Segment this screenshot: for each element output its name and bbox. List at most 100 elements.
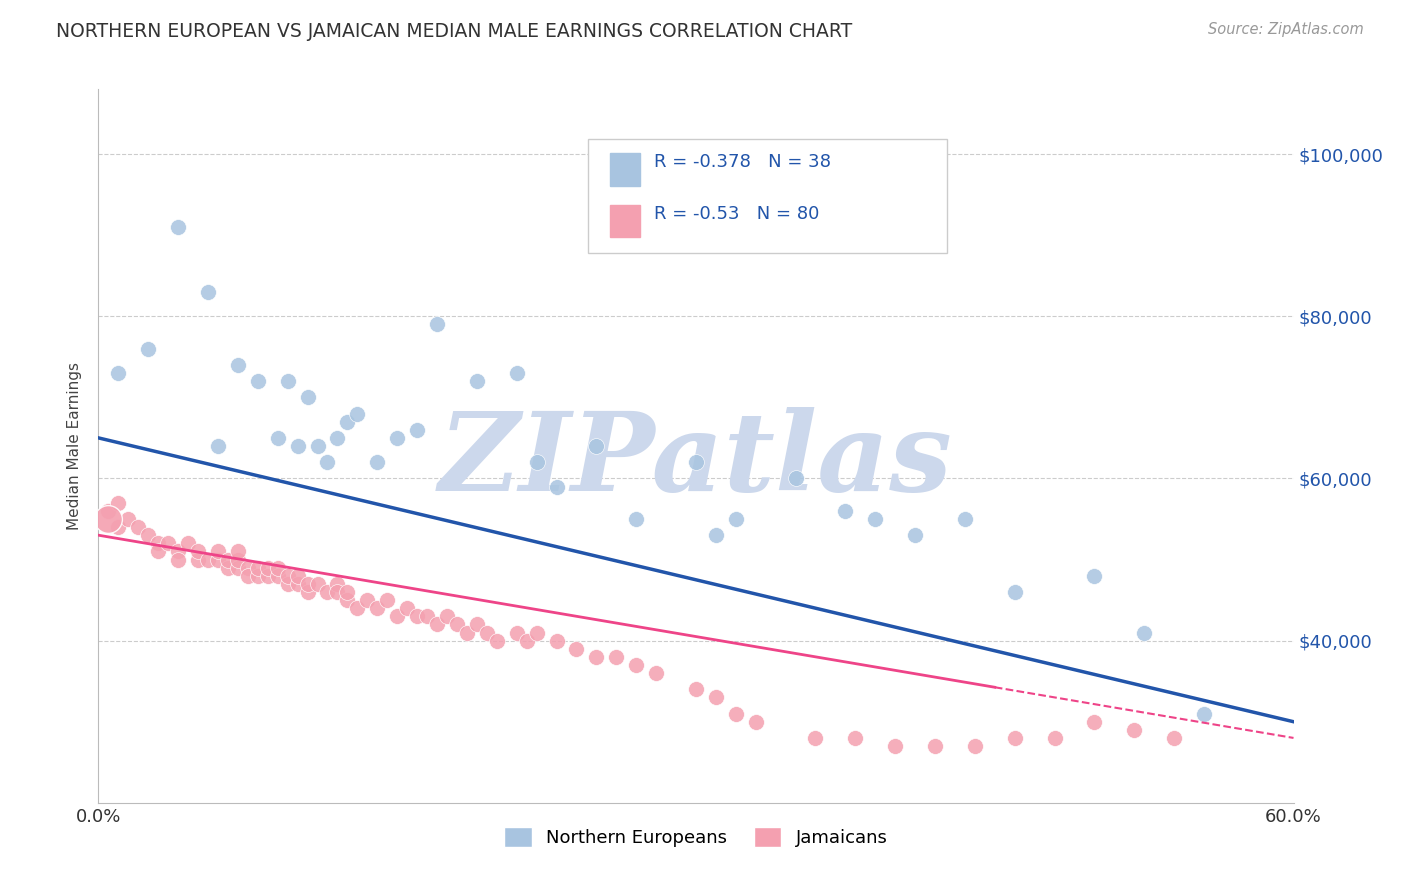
Point [167,544,190,558]
Legend: Northern Europeans, Jamaicans: Northern Europeans, Jamaicans [498,820,894,855]
Point [336,415,359,429]
Point [187,552,209,566]
Point [1133,625,1156,640]
Point [485,633,508,648]
Text: R = -0.378   N = 38: R = -0.378 N = 38 [654,153,831,171]
Point [107,520,129,534]
Text: NORTHERN EUROPEAN VS JAMAICAN MEDIAN MALE EARNINGS CORRELATION CHART: NORTHERN EUROPEAN VS JAMAICAN MEDIAN MAL… [56,22,852,41]
Point [546,479,568,493]
FancyBboxPatch shape [589,139,948,253]
Point [834,504,856,518]
Point [724,706,747,721]
Point [287,439,309,453]
Point [1004,585,1026,599]
Point [426,617,449,632]
Point [465,374,488,388]
Point [346,407,368,421]
Point [406,609,429,624]
Point [277,374,299,388]
Point [724,512,747,526]
Point [226,358,249,372]
Point [1123,723,1146,737]
Point [207,544,229,558]
Point [217,560,239,574]
Point [704,690,727,705]
Point [884,739,907,753]
Text: Source: ZipAtlas.com: Source: ZipAtlas.com [1208,22,1364,37]
Point [963,739,986,753]
Point [953,512,976,526]
Point [456,625,478,640]
Point [236,568,259,582]
Point [207,552,229,566]
Point [436,609,458,624]
Point [396,601,419,615]
Point [526,455,548,469]
Point [97,512,120,526]
Point [326,585,349,599]
Point [226,544,249,558]
Point [366,601,388,615]
Point [277,577,299,591]
Point [148,544,170,558]
Point [107,496,129,510]
Point [1083,714,1105,729]
Point [685,455,707,469]
Bar [610,153,640,186]
Point [336,593,359,607]
Point [336,585,359,599]
Point [1043,731,1066,745]
Point [287,577,309,591]
Point [745,714,768,729]
Point [127,520,149,534]
Point [148,536,170,550]
Point [187,544,209,558]
Point [1083,568,1105,582]
Point [117,512,139,526]
Point [526,625,548,640]
Point [136,528,159,542]
Point [246,568,269,582]
Point [236,560,259,574]
Point [267,568,290,582]
Bar [610,205,640,237]
Point [226,560,249,574]
Point [626,657,648,672]
Point [465,617,488,632]
Text: R = -0.53   N = 80: R = -0.53 N = 80 [654,205,820,223]
Point [157,536,180,550]
Y-axis label: Median Male Earnings: Median Male Earnings [67,362,83,530]
Point [1163,731,1185,745]
Point [385,609,409,624]
Point [226,552,249,566]
Point [1004,731,1026,745]
Point [565,641,588,656]
Point [375,593,398,607]
Point [516,633,538,648]
Point [924,739,946,753]
Point [256,560,278,574]
Point [267,431,290,445]
Point [307,577,329,591]
Point [904,528,927,542]
Point [785,471,807,485]
Point [346,601,368,615]
Point [207,439,229,453]
Point [804,731,827,745]
Point [297,585,319,599]
Point [177,536,200,550]
Point [704,528,727,542]
Point [316,455,339,469]
Point [197,552,219,566]
Point [406,423,429,437]
Point [287,568,309,582]
Point [316,585,339,599]
Point [277,568,299,582]
Point [326,577,349,591]
Point [844,731,866,745]
Point [385,431,409,445]
Text: ZIPatlas: ZIPatlas [439,407,953,514]
Point [585,439,607,453]
Point [297,577,319,591]
Point [167,220,190,235]
